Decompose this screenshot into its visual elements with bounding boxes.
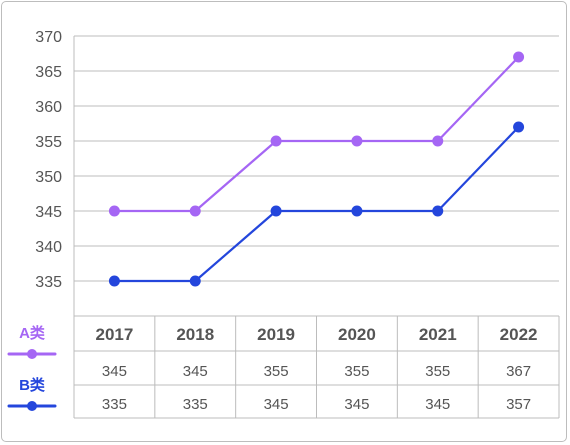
series-b-value-2019: 345 bbox=[264, 396, 289, 413]
series-a-legend-label: A类 bbox=[19, 324, 46, 342]
series-a-point-2021 bbox=[432, 135, 444, 147]
series-b-point-2022 bbox=[513, 121, 525, 133]
y-tick-label-335: 335 bbox=[35, 274, 62, 291]
series-b-point-2020 bbox=[351, 205, 363, 217]
series-a-value-2019: 355 bbox=[264, 363, 289, 380]
series-a-point-2022 bbox=[513, 51, 525, 63]
series-b-value-2020: 345 bbox=[344, 396, 369, 413]
series-a-point-2018 bbox=[189, 205, 201, 217]
series-b-point-2019 bbox=[270, 205, 282, 217]
y-tick-label-350: 350 bbox=[35, 169, 62, 186]
series-b-legend-marker bbox=[27, 401, 37, 411]
y-tick-label-345: 345 bbox=[35, 204, 62, 221]
series-a-point-2019 bbox=[270, 135, 282, 147]
series-a-value-2022: 367 bbox=[506, 363, 531, 380]
y-tick-label-360: 360 bbox=[35, 99, 62, 116]
y-tick-label-355: 355 bbox=[35, 134, 62, 151]
series-b-point-2018 bbox=[189, 275, 201, 287]
x-category-label-2021: 2021 bbox=[419, 325, 457, 344]
x-category-label-2017: 2017 bbox=[96, 325, 134, 344]
series-a-point-2017 bbox=[108, 205, 120, 217]
series-b-point-2021 bbox=[432, 205, 444, 217]
x-category-label-2018: 2018 bbox=[176, 325, 214, 344]
series-b-value-2022: 357 bbox=[506, 396, 531, 413]
series-b-line bbox=[114, 126, 520, 283]
series-b-legend-label: B类 bbox=[19, 376, 46, 394]
series-b-point-2017 bbox=[108, 275, 120, 287]
y-tick-label-340: 340 bbox=[35, 239, 62, 256]
x-category-label-2020: 2020 bbox=[338, 325, 376, 344]
series-b-value-2017: 335 bbox=[102, 396, 127, 413]
series-a-line bbox=[114, 56, 520, 213]
series-a-point-2020 bbox=[351, 135, 363, 147]
x-category-label-2019: 2019 bbox=[257, 325, 295, 344]
x-category-label-2022: 2022 bbox=[500, 325, 538, 344]
series-a-value-2017: 345 bbox=[102, 363, 127, 380]
y-tick-label-365: 365 bbox=[35, 64, 62, 81]
series-a-value-2021: 355 bbox=[425, 363, 450, 380]
y-tick-label-370: 370 bbox=[35, 29, 62, 46]
series-a-value-2018: 345 bbox=[183, 363, 208, 380]
series-a-legend-marker bbox=[27, 349, 37, 359]
series-a-value-2020: 355 bbox=[344, 363, 369, 380]
series-b-value-2018: 335 bbox=[183, 396, 208, 413]
series-b-value-2021: 345 bbox=[425, 396, 450, 413]
